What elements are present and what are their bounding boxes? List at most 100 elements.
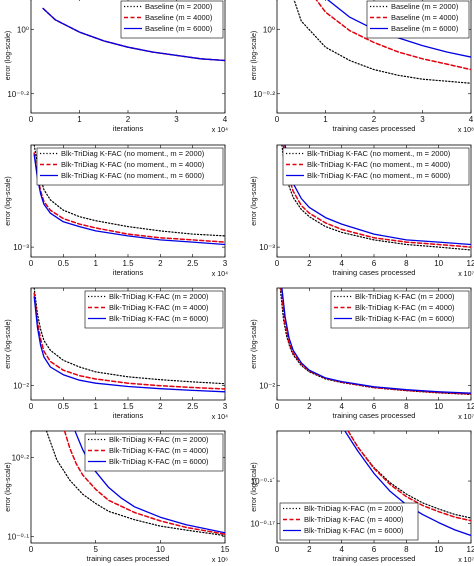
x-tick-label: 0 (275, 545, 280, 554)
y-axis-label: error (log-scale) (251, 319, 258, 368)
x-tick-label: 8 (404, 402, 409, 411)
x-axis-multiplier: x 10⁴ (212, 414, 228, 421)
y-tick-label: 10⁻³ (259, 243, 275, 252)
series-lines (33, 288, 225, 393)
x-tick-label: 3 (174, 115, 179, 124)
legend: Blk-TriDiag K-FAC (m = 2000) Blk-TriDiag … (84, 290, 224, 329)
x-tick-label: 3 (223, 402, 228, 411)
x-tick-label: 12 (467, 259, 474, 268)
y-tick-label: 10⁰·² (12, 454, 30, 463)
series-line-3 (281, 288, 471, 394)
legend-label-1: Baseline (m = 2000) (391, 2, 459, 11)
x-tick-label: 0 (275, 402, 280, 411)
series-line-3 (33, 154, 225, 246)
legend-box (36, 147, 224, 186)
x-axis-multiplier: x 10⁷ (458, 414, 474, 421)
x-axis-label: training cases processed (333, 124, 416, 133)
x-tick-label: 0 (29, 115, 34, 124)
x-axis-label: iterations (113, 268, 144, 277)
x-tick-label: 0.5 (58, 402, 70, 411)
y-tick-label: 10⁻⁰·² (7, 90, 29, 99)
x-tick-label: 4 (469, 115, 474, 124)
legend-label-3: Blk-TriDiag K-FAC (no moment., m = 6000) (307, 171, 451, 180)
y-axis-label: error (log-scale) (5, 462, 12, 511)
x-axis-multiplier: x 10⁶ (212, 557, 228, 564)
panel-7: 0 5 10 15 10⁰·² 10⁻⁰·¹ training cases processe… (5, 430, 230, 564)
legend-label-2: Baseline (m = 4000) (145, 13, 213, 22)
x-tick-label: 0 (29, 259, 34, 268)
series-line-1 (347, 431, 471, 519)
y-axis-label: error (log-scale) (251, 31, 258, 80)
legend-label-1: Blk-TriDiag K-FAC (m = 2000) (304, 504, 404, 513)
legend-label-3: Blk-TriDiag K-FAC (m = 6000) (355, 314, 455, 323)
series-lines (42, 7, 225, 62)
x-tick-label: 6 (372, 402, 377, 411)
y-tick-label: 10⁻² (13, 381, 29, 390)
x-tick-label: 5 (93, 545, 98, 554)
x-tick-label: 4 (223, 115, 228, 124)
legend-box (330, 290, 470, 329)
legend-label-2: Baseline (m = 4000) (391, 13, 459, 22)
legend: Blk-TriDiag K-FAC (no moment., m = 2000)… (282, 147, 470, 186)
x-tick-label: 1 (323, 115, 328, 124)
legend: Blk-TriDiag K-FAC (m = 2000) Blk-TriDiag … (279, 502, 419, 541)
legend-label-3: Blk-TriDiag K-FAC (m = 6000) (304, 526, 404, 535)
x-tick-label: 10 (434, 545, 443, 554)
legend-label-3: Baseline (m = 6000) (391, 24, 459, 33)
x-axis-label: training cases processed (333, 268, 416, 277)
legend-label-2: Blk-TriDiag K-FAC (m = 4000) (355, 303, 455, 312)
y-tick-label: 10⁻² (259, 381, 275, 390)
x-axis-label: iterations (113, 124, 144, 133)
x-axis-label: training cases processed (333, 554, 416, 563)
panel-5: 0 0.5 1 1.5 2 2.5 3 10⁻² iterations error (log-sc… (5, 287, 228, 421)
x-tick-label: 1 (77, 115, 82, 124)
x-tick-label: 6 (372, 259, 377, 268)
x-tick-label: 0.5 (58, 259, 70, 268)
x-tick-label: 10 (156, 545, 165, 554)
x-tick-label: 2.5 (187, 259, 199, 268)
x-tick-label: 12 (467, 402, 474, 411)
panel-6: 0 2 4 6 8 10 12 10⁻² training cases processed err… (251, 287, 474, 421)
legend-label-2: Blk-TriDiag K-FAC (no moment., m = 4000) (61, 160, 205, 169)
x-tick-label: 1.5 (122, 259, 134, 268)
x-tick-label: 1.5 (122, 402, 134, 411)
legend-box (84, 290, 224, 329)
series-line-2 (63, 431, 225, 535)
series-line-3 (42, 7, 225, 62)
legend-label-2: Blk-TriDiag K-FAC (m = 4000) (109, 303, 209, 312)
series-line-2 (347, 431, 471, 522)
x-tick-label: 8 (404, 259, 409, 268)
series-line-2 (33, 292, 225, 390)
series-line-2 (315, 0, 471, 71)
legend-label-2: Blk-TriDiag K-FAC (m = 4000) (304, 515, 404, 524)
x-tick-label: 2 (372, 115, 377, 124)
series-line-1 (45, 431, 225, 537)
x-tick-label: 3 (420, 115, 425, 124)
x-axis-multiplier: x 10⁷ (458, 271, 474, 278)
y-axis-label: error (log-scale) (251, 462, 258, 511)
x-tick-label: 2 (307, 259, 312, 268)
y-tick-label: 10⁰ (263, 25, 275, 34)
x-tick-label: 2 (307, 402, 312, 411)
x-tick-label: 2 (158, 259, 163, 268)
panel-4: 0 2 4 6 8 10 12 10⁻³ training cases processed err… (251, 144, 474, 278)
x-tick-label: 12 (467, 545, 474, 554)
x-tick-label: 8 (404, 545, 409, 554)
x-axis-multiplier: x 10⁴ (212, 127, 228, 134)
x-tick-label: 2 (158, 402, 163, 411)
panel-8: 0 2 4 6 8 10 12 10⁻⁰·¹´ 10⁻⁰·¹⁷ training cases pr… (250, 430, 474, 564)
x-tick-label: 0 (275, 115, 280, 124)
legend-label-1: Blk-TriDiag K-FAC (m = 2000) (355, 292, 455, 301)
x-tick-label: 6 (372, 545, 377, 554)
legend: Baseline (m = 2000) Baseline (m = 4000) Ba… (120, 0, 224, 39)
y-axis-label: error (log-scale) (5, 319, 12, 368)
x-axis-multiplier: x 10⁷ (458, 557, 474, 564)
legend-label-3: Blk-TriDiag K-FAC (no moment., m = 6000) (61, 171, 205, 180)
legend-label-1: Blk-TriDiag K-FAC (no moment., m = 2000) (61, 149, 205, 158)
legend-label-2: Blk-TriDiag K-FAC (no moment., m = 4000) (307, 160, 451, 169)
legend: Blk-TriDiag K-FAC (m = 2000) Blk-TriDiag … (84, 433, 224, 472)
legend-box (279, 502, 419, 541)
x-axis-label: training cases processed (87, 554, 170, 563)
panel-3: 0 0.5 1 1.5 2 2.5 3 10⁻³ iterations error (log-sc… (5, 144, 228, 278)
x-tick-label: 4 (339, 402, 344, 411)
